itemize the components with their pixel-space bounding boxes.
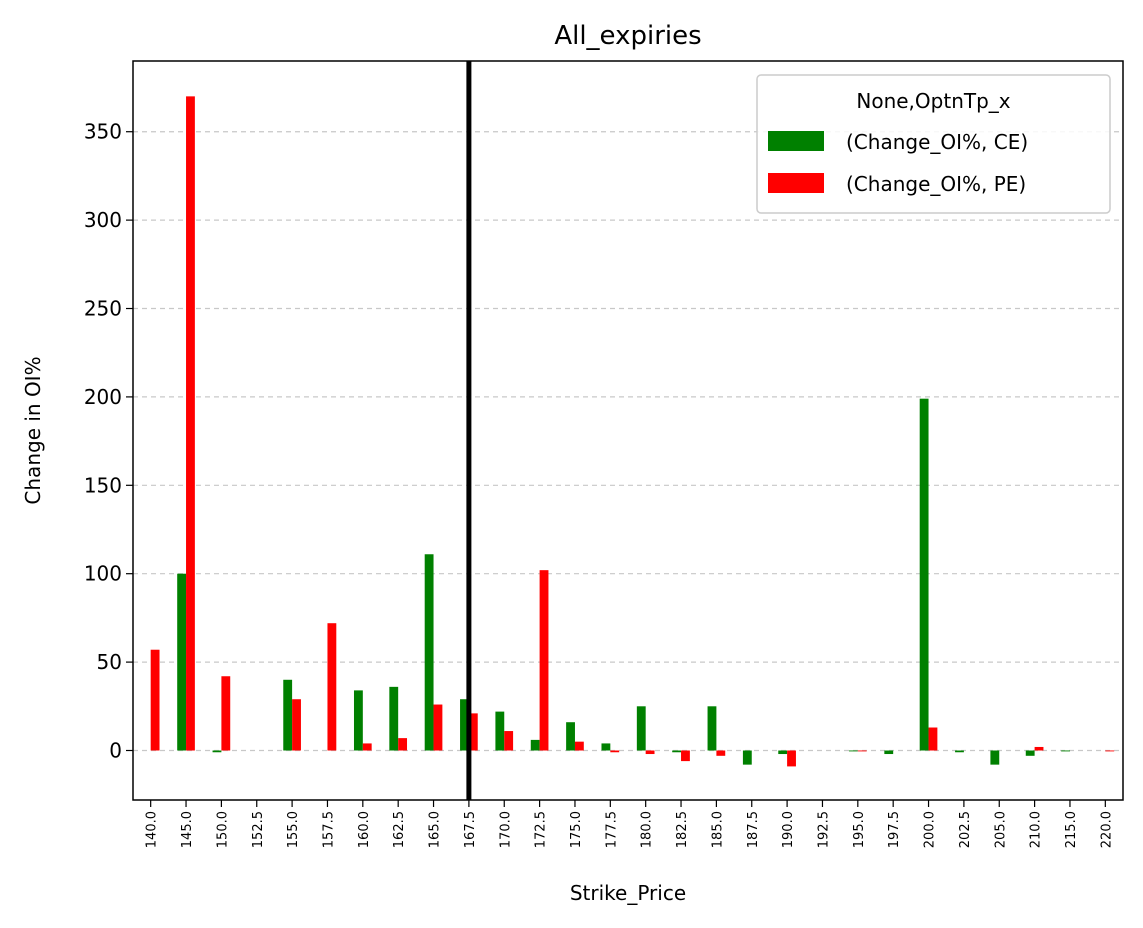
- x-tick-label: 170.0: [498, 811, 513, 848]
- bar-ce: [389, 686, 399, 751]
- grid-lines: [133, 131, 1123, 752]
- bar-pe: [362, 743, 372, 751]
- legend: None,OptnTp_x (Change_OI%, CE)(Change_OI…: [756, 74, 1111, 214]
- bar-pe: [398, 738, 408, 751]
- y-axis-label: Change in OI%: [21, 356, 45, 504]
- x-tick-label: 205.0: [993, 811, 1008, 848]
- bar-pe: [610, 750, 620, 753]
- bar-ce: [990, 750, 1000, 765]
- bar-ce: [1025, 750, 1035, 756]
- x-tick-label: 182.5: [675, 811, 690, 848]
- y-tick-label: 350: [84, 120, 122, 144]
- x-tick-label: 165.0: [428, 811, 443, 848]
- x-tick-label: 162.5: [392, 811, 407, 848]
- bar-ce: [212, 750, 222, 753]
- bar-pe: [857, 750, 867, 752]
- x-axis-label: Strike_Price: [570, 881, 686, 905]
- legend-title: None,OptnTp_x: [856, 89, 1010, 113]
- x-tick-label: 172.5: [534, 811, 549, 848]
- bar-ce: [601, 743, 611, 751]
- y-tick-label: 0: [109, 738, 122, 762]
- bar-ce: [495, 711, 505, 751]
- bar-pe: [221, 676, 231, 751]
- x-tick-label: 145.0: [180, 811, 195, 848]
- bar-ce: [177, 573, 187, 751]
- legend-box: [756, 74, 1111, 214]
- bar-ce: [566, 722, 575, 751]
- bar-pe: [928, 727, 938, 751]
- bar-pe: [433, 704, 443, 751]
- x-tick-label: 197.5: [887, 811, 902, 848]
- x-tick-label: 200.0: [923, 811, 938, 848]
- y-tick-label: 300: [84, 208, 122, 232]
- y-tick-label: 100: [84, 562, 122, 586]
- bar-pe: [1034, 746, 1044, 751]
- plot-frame: [132, 60, 1124, 801]
- bar-ce: [424, 554, 434, 751]
- bar-pe: [645, 750, 655, 755]
- x-tick-label: 187.5: [746, 811, 761, 848]
- bar-pe: [504, 731, 514, 751]
- x-tick-label: 185.0: [710, 811, 725, 848]
- x-tick-label: 167.5: [463, 811, 478, 848]
- x-tick-label: 220.0: [1099, 811, 1114, 848]
- bar-pe: [539, 570, 549, 751]
- bar-pe: [574, 741, 584, 751]
- x-tick-label: 180.0: [640, 811, 655, 848]
- x-tick-label: 160.0: [357, 811, 372, 848]
- bar-pe: [1105, 750, 1115, 752]
- x-tick-label: 175.0: [569, 811, 584, 848]
- bar-ce: [636, 706, 646, 751]
- y-tick-label: 50: [97, 650, 122, 674]
- x-tick-label: 195.0: [852, 811, 867, 848]
- x-tick-label: 177.5: [604, 811, 619, 848]
- x-tick-label: 192.5: [816, 811, 831, 848]
- bar-ce: [530, 739, 540, 751]
- x-tick-label: 157.5: [321, 811, 336, 848]
- y-axis: 0 50 100 150 200 250 300 350: [84, 120, 133, 762]
- bar-ce: [742, 750, 752, 765]
- bar-pe: [787, 750, 796, 767]
- bar-ce: [353, 690, 363, 751]
- legend-swatch: [768, 173, 824, 193]
- y-tick-label: 150: [84, 473, 122, 497]
- legend-label: (Change_OI%, PE): [846, 172, 1026, 196]
- bar-pe: [716, 750, 726, 756]
- bar-ce: [460, 699, 469, 751]
- bar-pe: [150, 649, 160, 751]
- x-tick-label: 140.0: [145, 811, 160, 848]
- x-tick-label: 210.0: [1029, 811, 1044, 848]
- x-tick-label: 150.0: [215, 811, 230, 848]
- x-axis: 140.0 145.0 150.0 152.5 155.0 157.5 160.0 162.5…: [145, 800, 1114, 848]
- x-tick-label: 215.0: [1064, 811, 1079, 848]
- legend-entries: (Change_OI%, CE) (Change_OI%, PE): [768, 130, 1028, 196]
- bar-ce: [919, 398, 929, 751]
- legend-label: (Change_OI%, CE): [846, 130, 1028, 154]
- x-tick-label: 190.0: [781, 811, 796, 848]
- bar-pe: [327, 623, 337, 751]
- chart-title: All_expiries: [554, 21, 701, 51]
- x-tick-label: 202.5: [958, 811, 973, 848]
- x-tick-label: 152.5: [251, 811, 266, 848]
- bar-pe: [681, 750, 690, 762]
- bars: [150, 96, 1115, 767]
- bar-ce: [283, 679, 293, 751]
- y-tick-label: 250: [84, 297, 122, 321]
- y-tick-label: 200: [84, 385, 122, 409]
- bar-ce: [884, 750, 894, 755]
- bar-pe: [292, 699, 301, 751]
- legend-swatch: [768, 131, 824, 151]
- bar-pe: [186, 96, 195, 751]
- bar-pe: [468, 713, 478, 751]
- bar-ce: [848, 750, 858, 752]
- bar-ce: [707, 706, 717, 751]
- bar-ce: [672, 750, 682, 753]
- x-tick-label: 155.0: [286, 811, 301, 848]
- bar-ce: [955, 750, 964, 753]
- bar-ce: [1061, 750, 1070, 752]
- bar-ce: [778, 750, 788, 755]
